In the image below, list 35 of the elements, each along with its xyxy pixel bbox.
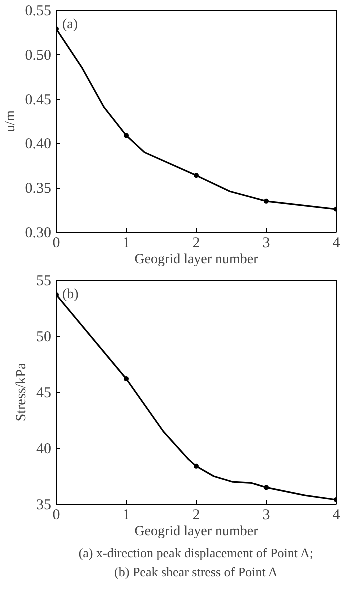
y-tick-label: 35 [36,498,52,514]
y-axis-title: u/m [3,110,18,132]
x-axis-title: Geogrid layer number [134,524,259,540]
x-axis-title: Geogrid layer number [134,252,259,268]
point [124,376,129,382]
y-axis-title: Stress/kPa [14,362,30,422]
point [264,198,269,204]
y-tick-label: 0.45 [25,92,52,108]
x-tick-label: 3 [262,236,270,252]
x-tick-label: 1 [122,508,130,524]
x-tick-label: 0 [52,508,60,524]
text: (b) Peak shear stress of Point A [114,564,278,580]
x-tick-label: 4 [332,236,341,252]
point [124,133,129,138]
x-tick-label: 3 [262,508,270,524]
x-tick-label: 0 [52,236,60,252]
x-tick-label: 4 [332,508,341,524]
point [194,173,199,178]
y-tick-label: 40 [36,442,52,458]
point [264,485,269,490]
text: (a) x-direction peak displacement of Point A; [78,546,314,560]
point [194,464,199,469]
annotation: (b) [62,288,80,302]
y-tick-label: 0.35 [25,181,52,198]
annotation: (a) [62,18,78,32]
y-tick-label: 0.30 [25,226,52,242]
x-tick-label: 1 [122,236,130,252]
y-tick-label: 55 [36,274,52,290]
y-tick-label: 0.40 [25,136,52,153]
x-tick-label: 2 [192,236,200,252]
x-tick-label: 2 [192,508,200,524]
y-tick-label: 45 [36,386,52,402]
y-tick-label: 0.55 [25,4,52,20]
y-tick-label: 50 [36,330,52,346]
y-tick-label: 0.50 [25,48,52,64]
